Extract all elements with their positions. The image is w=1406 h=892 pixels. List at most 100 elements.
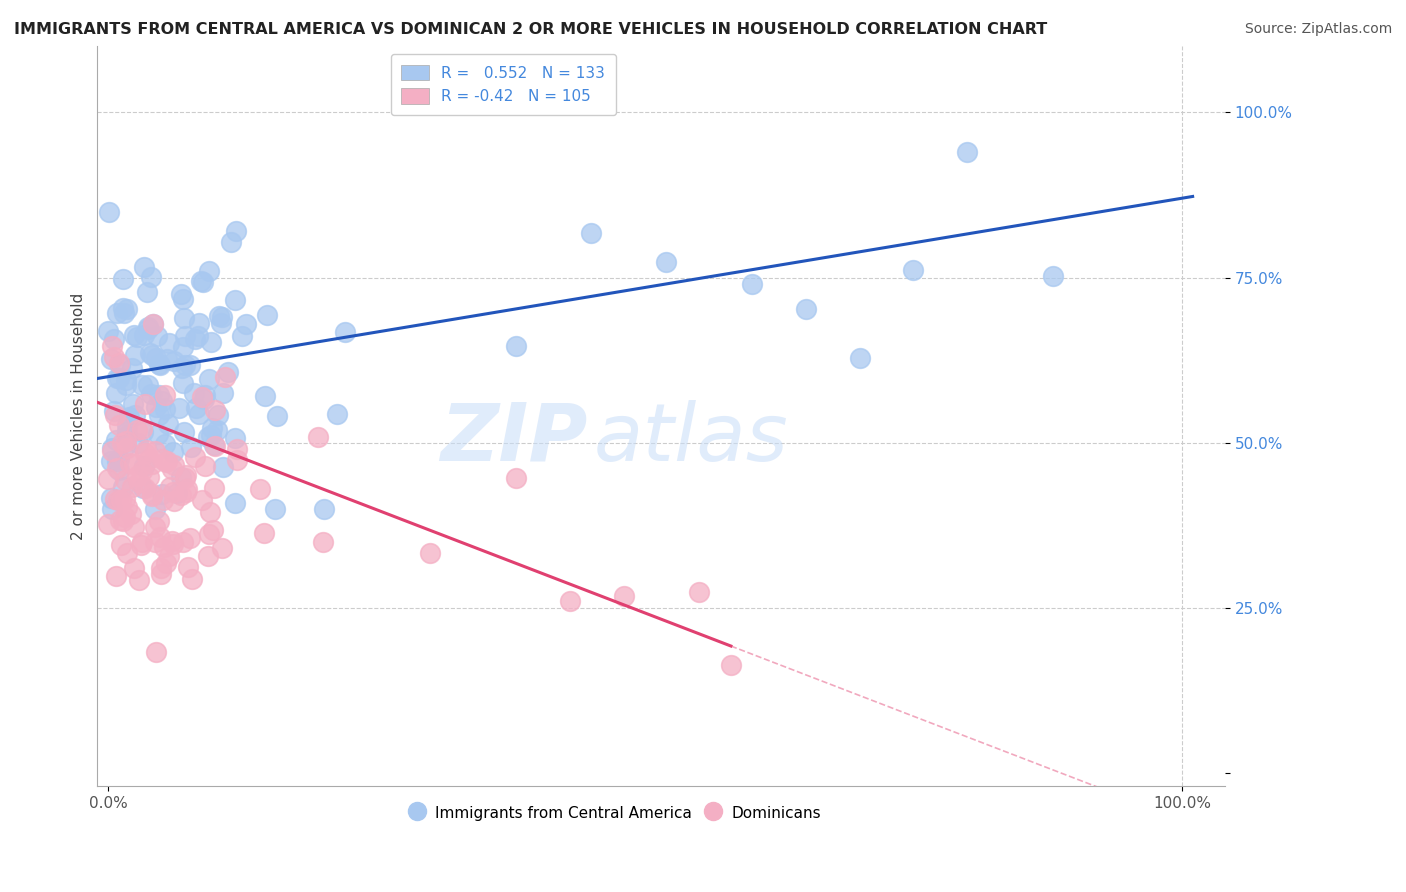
Point bbox=[124, 408, 146, 422]
Point bbox=[132, 482, 155, 496]
Point bbox=[173, 425, 195, 439]
Point bbox=[170, 470, 193, 484]
Point bbox=[117, 546, 139, 560]
Point bbox=[101, 501, 124, 516]
Point bbox=[150, 393, 173, 408]
Point bbox=[131, 422, 153, 436]
Point bbox=[115, 500, 138, 514]
Point bbox=[176, 468, 198, 483]
Point bbox=[127, 436, 149, 450]
Point bbox=[115, 434, 138, 448]
Point bbox=[124, 349, 146, 363]
Point bbox=[226, 453, 249, 467]
Point bbox=[558, 594, 581, 608]
Point bbox=[190, 274, 212, 288]
Point bbox=[200, 334, 222, 349]
Point bbox=[170, 488, 193, 502]
Point bbox=[174, 329, 197, 343]
Point bbox=[122, 458, 145, 472]
Text: atlas: atlas bbox=[593, 400, 789, 477]
Point bbox=[105, 454, 128, 468]
Point bbox=[149, 358, 172, 372]
Point bbox=[142, 317, 165, 331]
Point bbox=[112, 480, 135, 494]
Point bbox=[143, 535, 166, 549]
Point bbox=[122, 397, 145, 411]
Point bbox=[108, 371, 131, 385]
Point bbox=[131, 464, 153, 478]
Point bbox=[612, 590, 634, 604]
Point bbox=[145, 329, 167, 343]
Point bbox=[153, 541, 176, 555]
Point bbox=[122, 520, 145, 534]
Point bbox=[208, 310, 231, 324]
Point bbox=[125, 330, 148, 344]
Point bbox=[312, 535, 335, 549]
Point bbox=[177, 559, 200, 574]
Point bbox=[224, 431, 246, 445]
Point bbox=[120, 456, 142, 470]
Point bbox=[172, 340, 194, 354]
Point bbox=[121, 480, 143, 494]
Point bbox=[198, 264, 221, 278]
Point bbox=[172, 292, 194, 306]
Point bbox=[103, 350, 125, 364]
Point bbox=[134, 481, 156, 495]
Point bbox=[211, 541, 233, 555]
Point bbox=[114, 509, 136, 524]
Point bbox=[122, 561, 145, 575]
Point bbox=[162, 485, 184, 500]
Point bbox=[249, 482, 271, 496]
Point bbox=[214, 370, 236, 384]
Point bbox=[174, 359, 197, 373]
Point bbox=[956, 145, 979, 159]
Point bbox=[209, 316, 232, 330]
Point bbox=[212, 459, 235, 474]
Legend: Immigrants from Central America, Dominicans: Immigrants from Central America, Dominic… bbox=[405, 798, 828, 827]
Point bbox=[134, 397, 156, 411]
Point bbox=[129, 538, 152, 552]
Point bbox=[173, 471, 195, 485]
Point bbox=[139, 269, 162, 284]
Point bbox=[231, 329, 253, 343]
Point bbox=[97, 472, 120, 486]
Point bbox=[655, 255, 678, 269]
Point bbox=[333, 325, 356, 339]
Point bbox=[160, 461, 183, 475]
Point bbox=[741, 277, 763, 291]
Point bbox=[159, 549, 181, 563]
Point bbox=[172, 534, 194, 549]
Point bbox=[103, 333, 125, 347]
Point bbox=[105, 370, 128, 384]
Point bbox=[101, 444, 124, 458]
Point bbox=[794, 302, 817, 317]
Point bbox=[112, 272, 135, 286]
Point bbox=[194, 458, 217, 473]
Point bbox=[184, 450, 207, 464]
Point bbox=[136, 322, 159, 336]
Point bbox=[201, 420, 224, 434]
Point bbox=[110, 538, 132, 552]
Point bbox=[142, 318, 165, 332]
Point bbox=[688, 585, 710, 599]
Point bbox=[211, 310, 233, 324]
Point bbox=[114, 473, 136, 487]
Point bbox=[903, 263, 925, 277]
Point bbox=[193, 392, 215, 407]
Point bbox=[205, 423, 228, 437]
Point bbox=[110, 492, 132, 507]
Point bbox=[202, 438, 225, 452]
Point bbox=[163, 494, 186, 508]
Point bbox=[152, 492, 174, 507]
Point bbox=[114, 439, 136, 453]
Point bbox=[115, 301, 138, 316]
Point bbox=[170, 287, 193, 301]
Point bbox=[170, 361, 193, 376]
Point bbox=[202, 482, 225, 496]
Point bbox=[108, 417, 131, 432]
Point bbox=[198, 505, 221, 519]
Point bbox=[179, 359, 201, 373]
Point bbox=[187, 328, 209, 343]
Point bbox=[160, 534, 183, 549]
Point bbox=[132, 327, 155, 342]
